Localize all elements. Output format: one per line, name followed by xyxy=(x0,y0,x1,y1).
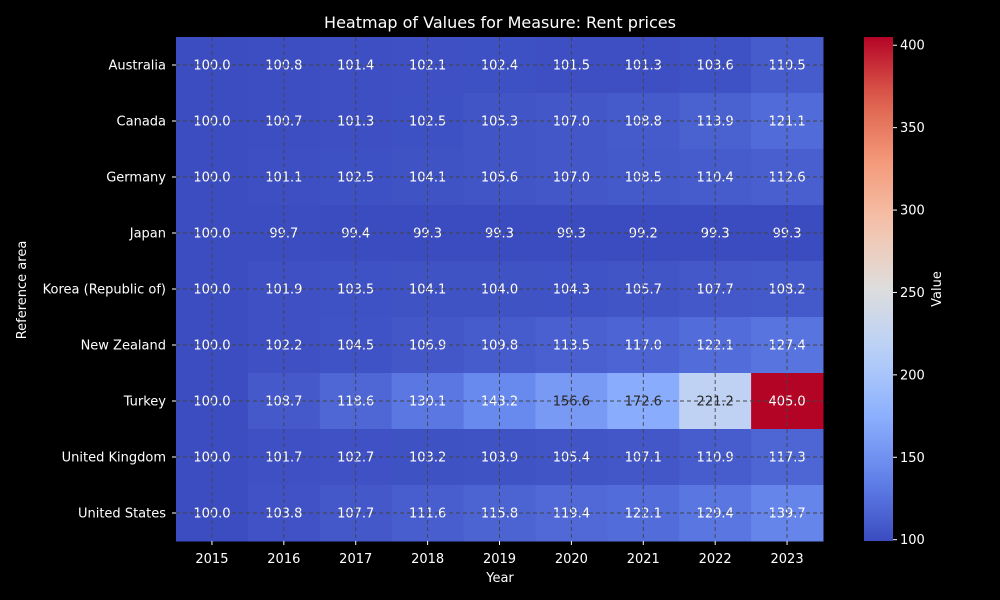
y-tick-label: Turkey xyxy=(123,395,167,410)
colorbar-tick-label: 350 xyxy=(900,121,925,136)
y-tick-label: United States xyxy=(78,507,166,522)
colorbar-tick-label: 400 xyxy=(900,39,925,54)
chart-title: Heatmap of Values for Measure: Rent pric… xyxy=(324,13,676,32)
x-tick-label: 2015 xyxy=(195,552,228,567)
colorbar-tick-label: 250 xyxy=(900,286,925,301)
colorbar-ticks: 100 150 200 250 300 350 400 xyxy=(893,39,925,548)
x-tick-label: 2022 xyxy=(699,552,732,567)
y-tick-label: New Zealand xyxy=(81,339,166,354)
y-tick-label: Germany xyxy=(106,171,166,186)
grid-lines xyxy=(176,37,823,541)
x-tick-label: 2019 xyxy=(483,552,516,567)
colorbar-label: Value xyxy=(930,271,945,307)
colorbar-tick-label: 300 xyxy=(900,204,925,219)
y-tick-label: United Kingdom xyxy=(62,451,166,466)
y-tick-label: Canada xyxy=(117,115,166,130)
colorbar-tick-label: 150 xyxy=(900,451,925,466)
colorbar xyxy=(864,37,893,541)
y-tick-label: Japan xyxy=(129,227,166,242)
x-tick-label: 2021 xyxy=(627,552,660,567)
colorbar-tick-label: 100 xyxy=(900,533,925,548)
y-axis-ticks: Australia Canada Germany Japan Korea (Republ… xyxy=(43,59,176,522)
x-tick-label: 2016 xyxy=(267,552,300,567)
x-tick-label: 2023 xyxy=(771,552,804,567)
x-tick-label: 2017 xyxy=(339,552,372,567)
colorbar-tick-label: 200 xyxy=(900,368,925,383)
x-tick-label: 2020 xyxy=(555,552,588,567)
x-axis-ticks: 2015 2016 2017 2018 2019 2020 2021 2022 2023 xyxy=(195,541,804,567)
x-tick-label: 2018 xyxy=(411,552,444,567)
y-tick-label: Australia xyxy=(108,59,166,74)
y-tick-label: Korea (Republic of) xyxy=(43,283,166,298)
x-axis-label: Year xyxy=(485,571,514,586)
y-axis-label: Reference area xyxy=(15,241,30,340)
